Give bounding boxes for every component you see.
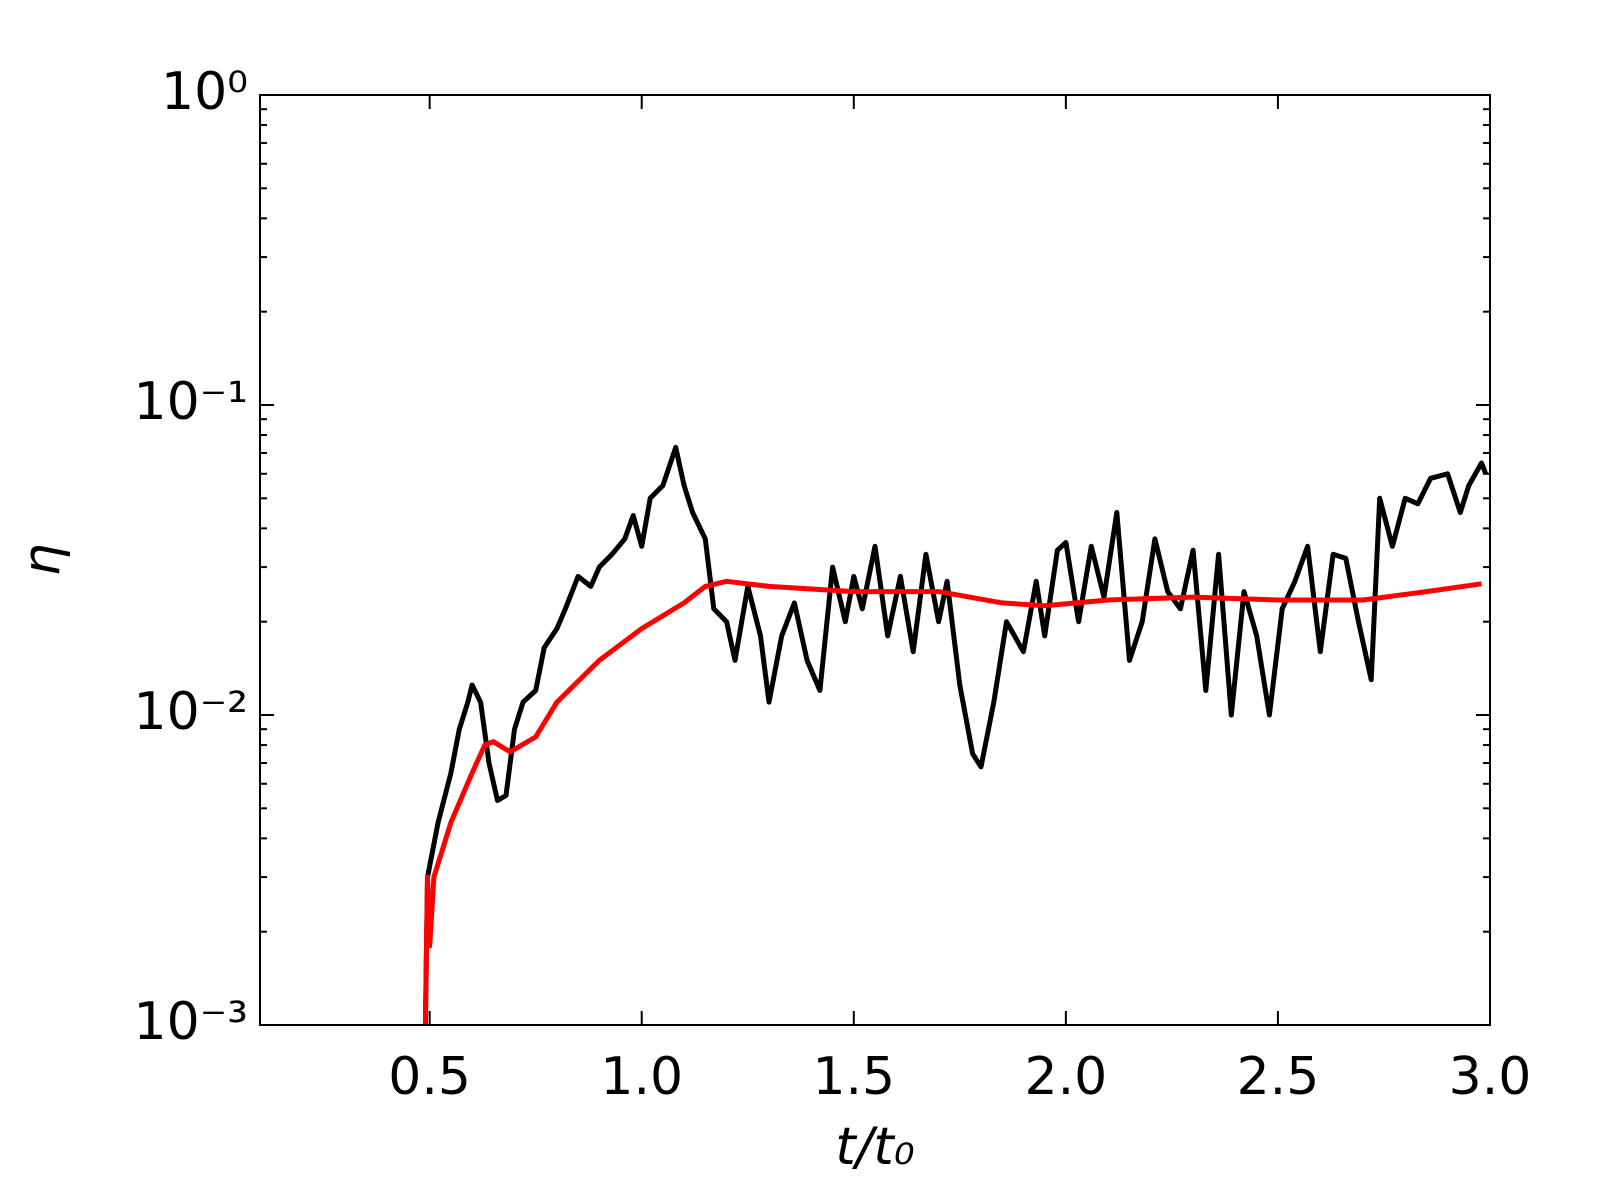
y-tick-label: 10⁻² xyxy=(134,682,248,742)
y-tick-label: 10⁻¹ xyxy=(134,372,248,432)
x-tick-label: 2.0 xyxy=(1025,1047,1108,1107)
x-tick-label: 2.5 xyxy=(1237,1047,1320,1107)
x-tick-label: 1.5 xyxy=(812,1047,895,1107)
x-tick-label: 3.0 xyxy=(1449,1047,1532,1107)
series-line xyxy=(422,578,1482,1025)
y-tick-label: 10⁰ xyxy=(161,62,248,122)
x-axis-label: t/t₀ xyxy=(835,1117,914,1177)
y-axis-label: η xyxy=(12,544,72,577)
series-line xyxy=(422,444,1489,1025)
y-tick-label: 10⁻³ xyxy=(134,992,248,1052)
x-tick-label: 1.0 xyxy=(600,1047,683,1107)
plot-frame xyxy=(259,94,1491,1026)
x-tick-label: 0.5 xyxy=(388,1047,471,1107)
